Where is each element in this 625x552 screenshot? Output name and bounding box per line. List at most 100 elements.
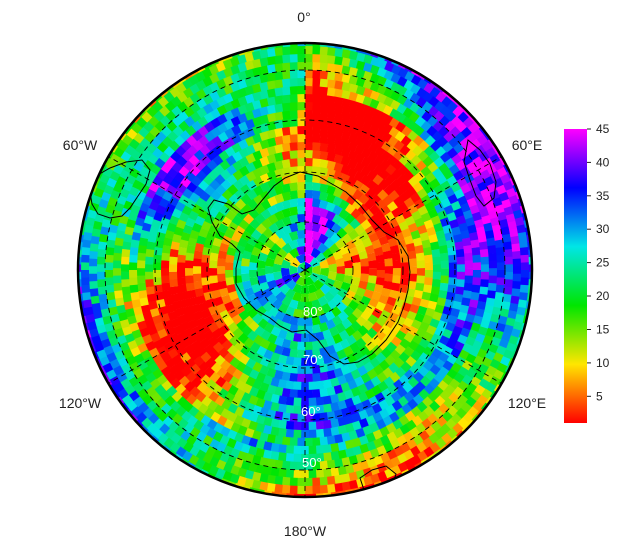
- field-cell: [252, 116, 263, 127]
- field-cell: [259, 97, 269, 108]
- field-cell: [322, 395, 332, 406]
- field-cell: [323, 291, 336, 303]
- field-cell: [479, 207, 490, 218]
- field-cell: [343, 372, 355, 383]
- field-cell: [315, 469, 325, 479]
- field-cell: [129, 284, 139, 293]
- field-cell: [168, 256, 178, 265]
- field-cell: [259, 105, 269, 116]
- field-cell: [496, 277, 506, 286]
- field-cell: [120, 278, 130, 288]
- field-cell: [319, 259, 330, 269]
- field-cell: [305, 157, 314, 167]
- field-cell: [454, 85, 466, 98]
- field-cell: [92, 309, 103, 320]
- field-cell: [448, 270, 458, 278]
- field-cell: [237, 53, 248, 65]
- field-cell: [379, 434, 391, 446]
- field-cell: [329, 393, 340, 404]
- field-cell: [351, 254, 361, 264]
- field-cell: [488, 252, 498, 262]
- field-cell: [300, 397, 309, 407]
- field-cell: [376, 66, 388, 78]
- field-cell: [78, 324, 82, 335]
- field-cell: [122, 233, 133, 243]
- field-cell: [224, 254, 235, 263]
- field-cell: [322, 247, 334, 259]
- field-cell: [102, 211, 114, 221]
- field-cell: [312, 125, 321, 135]
- field-cell: [137, 289, 148, 299]
- field-cell: [334, 71, 344, 82]
- field-cell: [134, 216, 145, 227]
- field-cell: [222, 470, 233, 482]
- field-cell: [289, 373, 298, 383]
- field-cell: [311, 324, 321, 334]
- field-cell: [463, 245, 473, 254]
- field-cell: [266, 170, 277, 181]
- field-cell: [532, 310, 542, 319]
- field-cell: [249, 276, 259, 286]
- field-cell: [262, 374, 273, 386]
- field-cell: [305, 117, 313, 127]
- field-cell: [300, 470, 309, 479]
- field-cell: [308, 292, 318, 303]
- field-cell: [86, 209, 98, 219]
- field-cell: [169, 248, 179, 258]
- field-cell: [337, 391, 347, 403]
- field-cell: [210, 289, 222, 300]
- field-cell: [368, 260, 378, 269]
- field-cell: [289, 141, 298, 151]
- field-cell: [255, 414, 266, 425]
- field-cell: [403, 235, 415, 245]
- field-cell: [281, 460, 291, 470]
- field-cell: [489, 404, 501, 416]
- field-cell: [80, 176, 92, 188]
- field-cell: [462, 320, 474, 331]
- field-cell: [355, 68, 366, 79]
- field-cell: [493, 299, 504, 309]
- field-cell: [277, 329, 288, 340]
- field-cell: [266, 104, 277, 115]
- field-cell: [470, 239, 480, 249]
- field-cell: [177, 284, 187, 294]
- field-cell: [323, 427, 332, 438]
- field-cell: [293, 381, 302, 391]
- field-cell: [289, 61, 299, 71]
- field-cell: [296, 221, 306, 231]
- field-cell: [422, 314, 433, 325]
- field-cell: [309, 272, 321, 284]
- field-cell: [96, 205, 107, 216]
- field-cell: [480, 112, 492, 125]
- field-cell: [305, 133, 313, 143]
- field-cell: [160, 260, 170, 269]
- field-cell: [105, 291, 116, 301]
- field-cell: [289, 109, 298, 119]
- field-cell: [311, 299, 322, 310]
- field-cell: [434, 304, 445, 315]
- field-cell: [355, 242, 367, 253]
- field-cell: [319, 191, 329, 202]
- field-cell: [83, 359, 94, 370]
- field-cell: [244, 93, 255, 104]
- field-cell: [518, 292, 529, 301]
- field-cell: [281, 118, 291, 128]
- field-cell: [182, 305, 193, 316]
- field-cell: [334, 96, 344, 107]
- field-cell: [207, 224, 219, 235]
- field-cell: [150, 80, 162, 93]
- field-cell: [383, 280, 393, 290]
- field-cell: [326, 361, 336, 372]
- field-cell: [237, 87, 248, 98]
- field-cell: [137, 244, 147, 254]
- field-cell: [215, 485, 226, 496]
- field-cell: [244, 118, 256, 130]
- field-cell: [448, 254, 458, 263]
- field-cell: [281, 274, 293, 285]
- field-cell: [361, 121, 373, 133]
- field-cell: [305, 265, 313, 275]
- field-cell: [178, 239, 189, 249]
- field-cell: [277, 403, 287, 414]
- field-cell: [85, 313, 96, 324]
